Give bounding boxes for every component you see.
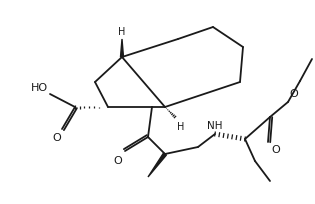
Text: O: O (289, 89, 298, 99)
Text: H: H (118, 27, 126, 37)
Text: NH: NH (207, 120, 223, 130)
Text: HO: HO (31, 83, 48, 93)
Polygon shape (148, 153, 166, 177)
Text: H: H (177, 121, 184, 131)
Polygon shape (121, 40, 123, 58)
Text: O: O (271, 144, 280, 154)
Text: O: O (113, 155, 122, 165)
Text: O: O (52, 132, 61, 142)
